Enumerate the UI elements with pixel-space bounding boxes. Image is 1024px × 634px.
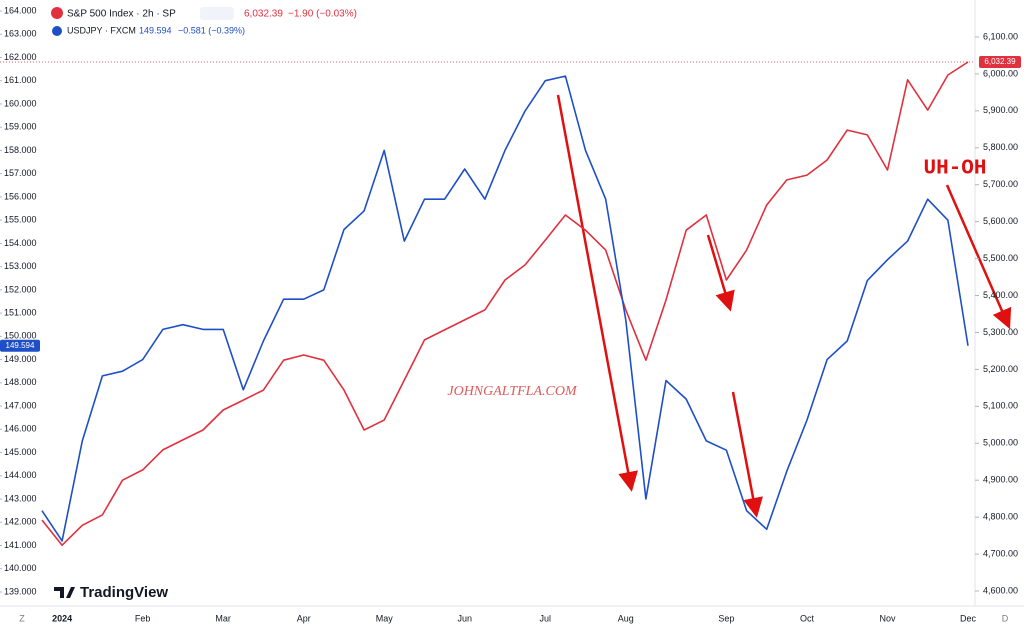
legend-change: −0.581 (−0.39%) — [178, 25, 245, 35]
y2-tick-label: 4,800.00 — [983, 512, 1018, 522]
price-badge — [979, 55, 1021, 68]
legend-entry: S&P 500 Index · 2h · SP — [67, 9, 176, 20]
y-tick-label: 160.000 — [4, 98, 37, 108]
x-tick-label: May — [376, 613, 394, 623]
y-tick-label: 141.000 — [4, 540, 37, 550]
legend-price: 6,032.39 — [244, 9, 283, 20]
y2-tick-label: 4,900.00 — [983, 475, 1018, 485]
y-tick-label: 145.000 — [4, 447, 37, 457]
y-tick-label: 139.000 — [4, 586, 37, 596]
y-tick-label: 153.000 — [4, 261, 37, 271]
y2-tick-label: 4,600.00 — [983, 585, 1018, 595]
series-line — [41, 61, 969, 546]
y-tick-label: 156.000 — [4, 191, 37, 201]
annotation: UH-OH — [923, 158, 986, 181]
y-tick-label: 150.000 — [4, 331, 37, 341]
y2-tick-label: 4,700.00 — [983, 548, 1018, 558]
y2-tick-label: 5,300.00 — [983, 327, 1018, 337]
x-tick-label: Sep — [718, 613, 734, 623]
x-tick-label: Mar — [215, 613, 231, 623]
y-tick-label: 158.000 — [4, 145, 37, 155]
price-badge-label: 6,032.39 — [984, 57, 1016, 66]
y2-tick-label: 5,000.00 — [983, 438, 1018, 448]
x-tick-label: Jun — [457, 613, 472, 623]
y2-tick-label: 5,400.00 — [983, 290, 1018, 300]
price-badge — [0, 339, 40, 352]
y-tick-label: 154.000 — [4, 238, 37, 248]
icon — [200, 7, 234, 20]
x-tick-label: 2024 — [52, 613, 72, 623]
y-tick-label: 147.000 — [4, 400, 37, 410]
y-tick-label: 143.000 — [4, 493, 37, 503]
y-tick-label: 152.000 — [4, 284, 37, 294]
brand: TradingView — [54, 584, 168, 601]
legend-price: 149.594 — [139, 25, 172, 35]
y-tick-label: 159.000 — [4, 122, 37, 132]
y2-tick-label: 5,800.00 — [983, 142, 1018, 152]
y2-tick-label: 6,100.00 — [983, 31, 1018, 41]
y2-tick-label: 5,100.00 — [983, 401, 1018, 411]
y-tick-label: 162.000 — [4, 52, 37, 62]
x-tick-label: Oct — [800, 613, 815, 623]
y2-tick-label: 5,600.00 — [983, 216, 1018, 226]
y-tick-label: 149.000 — [4, 354, 37, 364]
legend-change: −1.90 (−0.03%) — [288, 9, 357, 20]
y2-tick-label: 5,200.00 — [983, 364, 1018, 374]
x-tick-label: Dec — [960, 613, 977, 623]
y-tick-label: 146.000 — [4, 424, 37, 434]
y-tick-label: 155.000 — [4, 215, 37, 225]
y2-tick-label: 5,900.00 — [983, 105, 1018, 115]
series-line — [41, 75, 969, 542]
corner-label: D — [1002, 613, 1009, 623]
x-tick-label: Apr — [297, 613, 311, 623]
watermark: JOHNGALTFLA.COM — [447, 384, 578, 399]
y-tick-label: 140.000 — [4, 563, 37, 573]
brand-text: TradingView — [80, 584, 168, 601]
x-tick-label: Aug — [618, 613, 634, 623]
price-badge-label: 149.594 — [6, 341, 35, 350]
y-tick-label: 144.000 — [4, 470, 37, 480]
y2-tick-label: 6,000.00 — [983, 68, 1018, 78]
y-tick-label: 164.000 — [4, 5, 37, 15]
x-tick-label: Feb — [135, 613, 151, 623]
y2-tick-label: 5,700.00 — [983, 179, 1018, 189]
y-tick-label: 157.000 — [4, 168, 37, 178]
y-tick-label: 142.000 — [4, 517, 37, 527]
y-tick-label: 163.000 — [4, 29, 37, 39]
arrows — [556, 94, 1012, 518]
x-tick-label: Nov — [879, 613, 896, 623]
y-tick-label: 151.000 — [4, 307, 37, 317]
y-tick-label: 148.000 — [4, 377, 37, 387]
corner-label: Z — [19, 613, 25, 623]
icon — [52, 26, 62, 36]
y-tick-label: 161.000 — [4, 75, 37, 85]
icon — [51, 7, 63, 19]
x-tick-label: Jul — [540, 613, 552, 623]
legend-entry: USDJPY · FXCM — [67, 25, 136, 35]
y2-tick-label: 5,500.00 — [983, 253, 1018, 263]
